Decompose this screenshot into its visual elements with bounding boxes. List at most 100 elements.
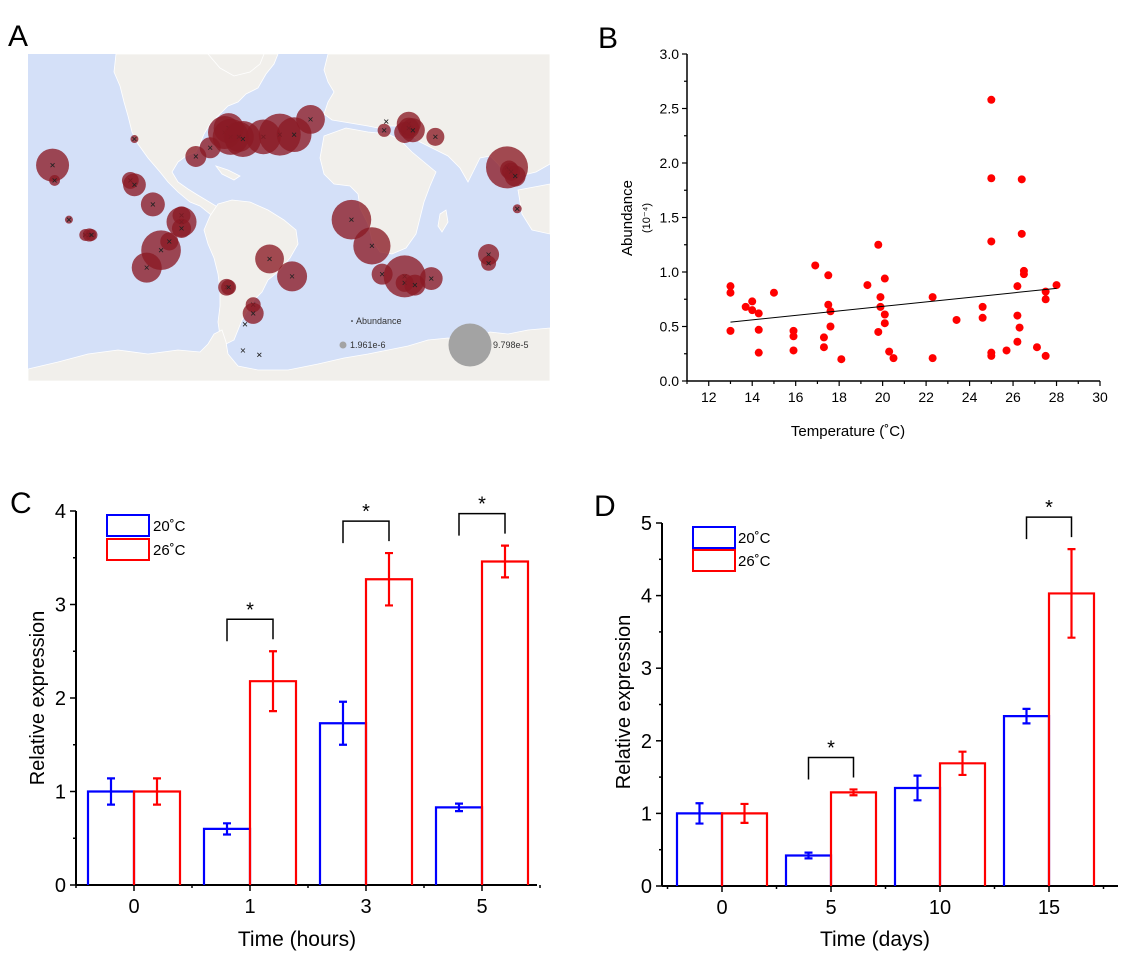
x-tick-label: 5 [825,897,836,919]
sample-site-marker [308,117,313,122]
error-bar [740,802,749,824]
bar-chart-hours-y-axis-label: Relative expression [27,611,49,786]
x-tick-label: 28 [1049,389,1065,405]
x-tick-label: 12 [701,389,717,405]
y-tick-label: 2.0 [660,155,680,171]
bar-chart-hours-legend: 20˚C 26˚C [106,514,186,561]
x-tick-label: 16 [788,389,804,405]
scatter-point [1015,323,1024,332]
y-tick-label: 0 [55,875,66,897]
x-tick-label: 3 [360,896,371,918]
scatter-point [726,282,735,291]
error-bar [339,700,347,746]
bar [893,786,942,886]
scatter-point [928,293,937,302]
sample-site-marker [242,322,248,327]
scatter-point [880,319,889,328]
error-bar [501,544,509,579]
scatter-point [1013,311,1022,320]
legend-label-20c: 20˚C [738,530,771,547]
error-bar [1067,548,1076,639]
bar-chart-hours-axes: 0 1 2 3 4 0 1 3 5 [55,501,541,918]
panel-label-a: A [8,20,29,53]
scatter-point [726,288,735,297]
sample-site-marker [150,202,156,207]
scatter-point [885,347,894,356]
legend-max-label: 9.798e-5 [493,340,529,350]
y-tick-label: 3 [55,595,66,617]
significance-asterisk: * [827,737,835,759]
y-tick-label: 1 [641,803,652,825]
land-masses [28,54,550,381]
scatter-point [741,302,750,311]
y-tick-label: 0.0 [660,373,680,389]
error-bar [269,650,277,713]
y-tick-label: 4 [641,586,652,608]
sample-site-marker [89,232,94,238]
bar-chart-hours-x-axis-label: Time (hours) [238,928,356,951]
significance-bracket [342,520,390,544]
trendline [730,287,1057,323]
landmass-madagascar [437,209,449,233]
sample-site-marker [193,154,199,159]
legend-swatch-20c [106,514,150,537]
map-canvas: Abundance 1.961e-6 9.798e-5 [28,54,550,381]
error-bar [958,750,967,777]
bubble-map: Abundance 1.961e-6 9.798e-5 [28,54,550,381]
sample-site-marker [289,274,295,279]
y-tick-label: 2.5 [660,101,680,117]
scatter-point [748,306,757,315]
x-tick-label: 0 [716,897,727,919]
scatter-y-axis-label: Abundance [619,180,636,256]
sample-site-marker [381,128,387,133]
bar [1002,715,1051,886]
bar [938,762,987,886]
legend-label-26c: 26˚C [153,542,186,559]
bar [720,812,769,886]
x-tick-label: 5 [476,896,487,918]
scatter-point [754,325,763,334]
scatter-point [876,293,885,302]
significance-asterisk: * [362,501,370,523]
scatter-point [1002,346,1011,355]
scatter-point [754,309,763,318]
x-tick-label: 20 [875,389,891,405]
legend-swatch-26c [106,538,150,561]
error-bar [913,774,922,802]
sample-site-marker [412,282,418,288]
significance-bracket [226,618,274,642]
scatter-point [789,332,798,341]
scatter-point [754,348,763,357]
scatter-point [789,346,798,355]
sample-site-marker [144,265,150,270]
legend-label-20c: 20˚C [153,518,186,535]
legend-label-26c: 26˚C [738,553,771,570]
scatter-point [824,300,833,309]
bar-chart-days-y-axis-label: Relative expression [613,615,635,790]
scatter-point [748,297,757,306]
x-tick-label: 22 [918,389,934,405]
y-tick-label: 3.0 [660,46,680,62]
scatter-point [889,354,898,363]
sample-site-marker [132,136,137,142]
landmass-south-america [203,199,299,345]
sample-site-marker [66,217,72,222]
bar-chart-days-bars: ** [675,497,1096,886]
y-tick-label: 0.5 [660,319,680,335]
scatter-x-axis-label: Temperature (˚C) [791,423,905,440]
x-tick-label: 18 [831,389,847,405]
sample-site-marker [369,243,375,249]
scatter-point [987,95,996,104]
scatter-point [928,354,937,363]
significance-bracket [458,512,506,536]
sample-site-marker [207,145,213,151]
sample-site-marker [50,162,55,168]
bar [829,791,878,886]
scatter-point [1041,351,1050,360]
sample-site-marker [226,284,231,290]
scatter-point [880,310,889,319]
sample-site-marker [349,217,354,222]
scatter-point [978,313,987,322]
